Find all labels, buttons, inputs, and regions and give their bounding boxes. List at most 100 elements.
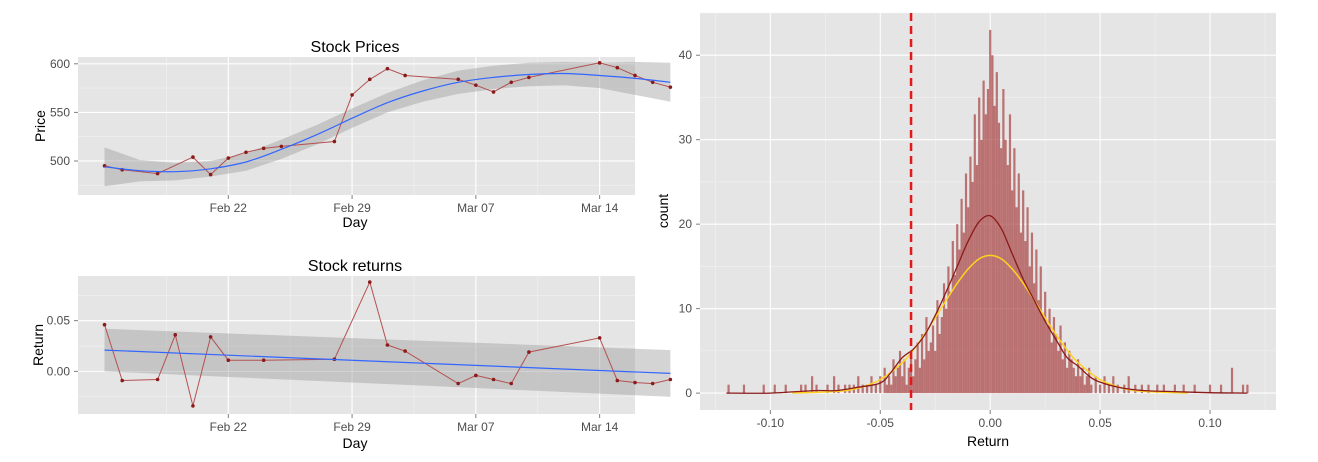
prices-data-point: [385, 66, 390, 71]
prices-data-point: [650, 80, 655, 85]
prices-data-point: [191, 155, 195, 159]
histogram-bar: [1039, 266, 1042, 394]
histogram-bar: [951, 241, 954, 394]
histogram-bar: [1026, 207, 1029, 394]
returns-data-point: [385, 343, 390, 347]
stock-returns-chart: Stock returns 0.00 0.05 Feb 22 Feb 29 Mar 0…: [30, 258, 673, 451]
histogram-bar: [826, 384, 829, 394]
histogram-bar: [1048, 308, 1051, 394]
histogram-bar: [800, 384, 803, 394]
histogram-bar: [1002, 89, 1005, 394]
histogram-bar: [896, 367, 899, 394]
histogram-bar: [984, 114, 987, 394]
prices-data-point: [597, 61, 602, 65]
histogram-x-tick-label: -0.05: [867, 416, 895, 430]
prices-x-tick-label: Feb 29: [333, 201, 371, 215]
prices-data-point: [633, 73, 637, 78]
histogram-bar: [969, 156, 972, 394]
returns-data-point: [633, 380, 637, 385]
histogram-bar: [1074, 376, 1078, 394]
histogram-y-tick-label: 40: [679, 48, 693, 62]
histogram-bar: [1088, 367, 1091, 394]
histogram-x-tick-label: -0.10: [757, 416, 785, 430]
returns-data-point: [474, 373, 478, 378]
histogram-bar: [811, 376, 814, 394]
histogram-bar: [1011, 190, 1014, 394]
returns-x-tick-label: Mar 07: [457, 420, 495, 434]
prices-data-point: [226, 156, 231, 160]
prices-data-point: [367, 77, 372, 82]
prices-data-point: [403, 73, 407, 78]
histogram-bar: [901, 376, 904, 394]
histogram-bar: [1035, 249, 1038, 394]
returns-data-point: [120, 378, 125, 383]
histogram-bar: [1022, 190, 1025, 394]
returns-data-point: [650, 381, 655, 386]
histogram-x-label: Return: [967, 433, 1009, 449]
histogram-bar: [934, 350, 937, 394]
histogram-bar: [1079, 376, 1082, 394]
histogram-bar: [1046, 325, 1049, 394]
prices-x-label: Day: [343, 214, 368, 230]
histogram-bar: [857, 376, 860, 394]
histogram-bar: [982, 80, 985, 394]
prices-data-point: [155, 171, 160, 176]
histogram-bar: [1107, 384, 1111, 394]
histogram-bar: [962, 232, 965, 394]
histogram-y-tick-label: 20: [679, 217, 693, 231]
returns-x-tick-label: Feb 29: [333, 420, 371, 434]
returns-data-point: [173, 333, 178, 337]
returns-y-tick-label: 0.05: [47, 314, 71, 328]
histogram-bar: [1103, 376, 1106, 394]
histogram-bar: [956, 224, 959, 394]
returns-data-point: [668, 377, 673, 382]
prices-y-label: Price: [32, 110, 48, 142]
histogram-bar: [865, 384, 869, 394]
histogram-y-tick-label: 30: [679, 133, 693, 147]
histogram-bar: [971, 181, 974, 394]
prices-data-point: [456, 77, 460, 82]
histogram-bar: [762, 384, 765, 394]
histogram-bar: [905, 384, 908, 394]
histogram-x-tick-label: 0.05: [1088, 416, 1112, 430]
histogram-bar: [1230, 367, 1234, 394]
histogram-bar: [931, 325, 935, 394]
histogram-bar: [1193, 384, 1196, 394]
histogram-bar: [1063, 342, 1067, 394]
histogram-bar: [815, 384, 818, 394]
histogram-bar: [1017, 173, 1020, 394]
histogram-x-tick-label: 0.10: [1198, 416, 1222, 430]
histogram-bar: [1072, 367, 1075, 394]
returns-data-point: [509, 381, 514, 386]
histogram-bar: [1037, 300, 1040, 394]
histogram-bar: [1024, 241, 1027, 394]
normal-fit-curve: [792, 254, 1189, 394]
histogram-bar: [936, 300, 939, 394]
prices-data-point: [474, 83, 478, 87]
returns-data-point: [597, 336, 602, 340]
histogram-bar: [927, 350, 930, 394]
returns-data-point: [155, 377, 160, 382]
histogram-bar: [1083, 384, 1086, 394]
returns-data-point: [102, 322, 107, 327]
histogram-bar: [958, 249, 961, 394]
prices-data-point: [279, 144, 284, 149]
histogram-x-tick-label: 0.00: [979, 416, 1003, 430]
returns-y-tick-label: 0.00: [47, 364, 71, 378]
histogram-bar: [879, 376, 882, 394]
histogram-bar: [1219, 384, 1223, 394]
histogram-bar: [960, 198, 963, 394]
prices-y-tick-label: 550: [50, 105, 70, 119]
histogram-bar: [1116, 384, 1119, 394]
histogram-bar: [953, 274, 957, 394]
histogram-bar: [1070, 359, 1073, 394]
histogram-bar: [784, 384, 787, 394]
returns-data-point: [191, 404, 195, 408]
prices-data-point: [491, 90, 496, 94]
returns-smooth-line: [104, 349, 671, 374]
returns-data-point: [491, 377, 496, 382]
histogram-bar: [1090, 384, 1093, 394]
histogram-bar: [1156, 384, 1159, 394]
histogram-bar: [1134, 384, 1137, 394]
